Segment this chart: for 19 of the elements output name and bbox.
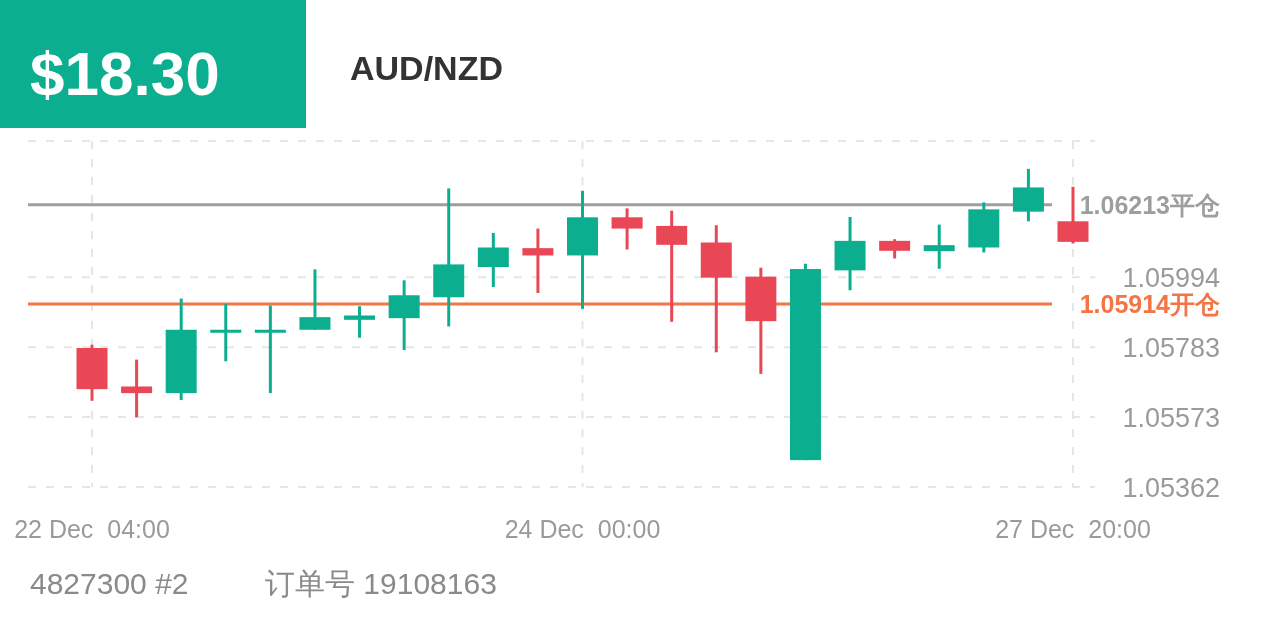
chart-subtitle: $18.30 <box>30 39 220 108</box>
x-tick-label: 27 Dec 20:00 <box>995 515 1151 543</box>
y-tick-label: 1.05573 <box>1122 403 1220 433</box>
x-tick-label: 24 Dec 00:00 <box>504 515 661 543</box>
candlestick <box>344 306 376 338</box>
y-tick-label: 1.05783 <box>1122 333 1220 364</box>
chart-title: AUD/NZD <box>350 49 503 87</box>
x-tick-label: 22 Dec 04:00 <box>14 515 170 543</box>
candlestick <box>121 359 153 418</box>
candlestick <box>522 228 554 293</box>
candlestick <box>210 302 242 362</box>
ref-line-label: 1.05914开仓 <box>1079 289 1220 318</box>
text: 4827300 #2 <box>30 567 189 600</box>
ref-line-label: 1.06213平仓 <box>1079 190 1220 219</box>
text: 订单号 19108163 <box>265 567 497 600</box>
candlestick <box>923 224 955 269</box>
candlestick <box>656 210 688 322</box>
candlestick <box>254 305 286 395</box>
y-tick-label: 1.05362 <box>1122 473 1220 503</box>
